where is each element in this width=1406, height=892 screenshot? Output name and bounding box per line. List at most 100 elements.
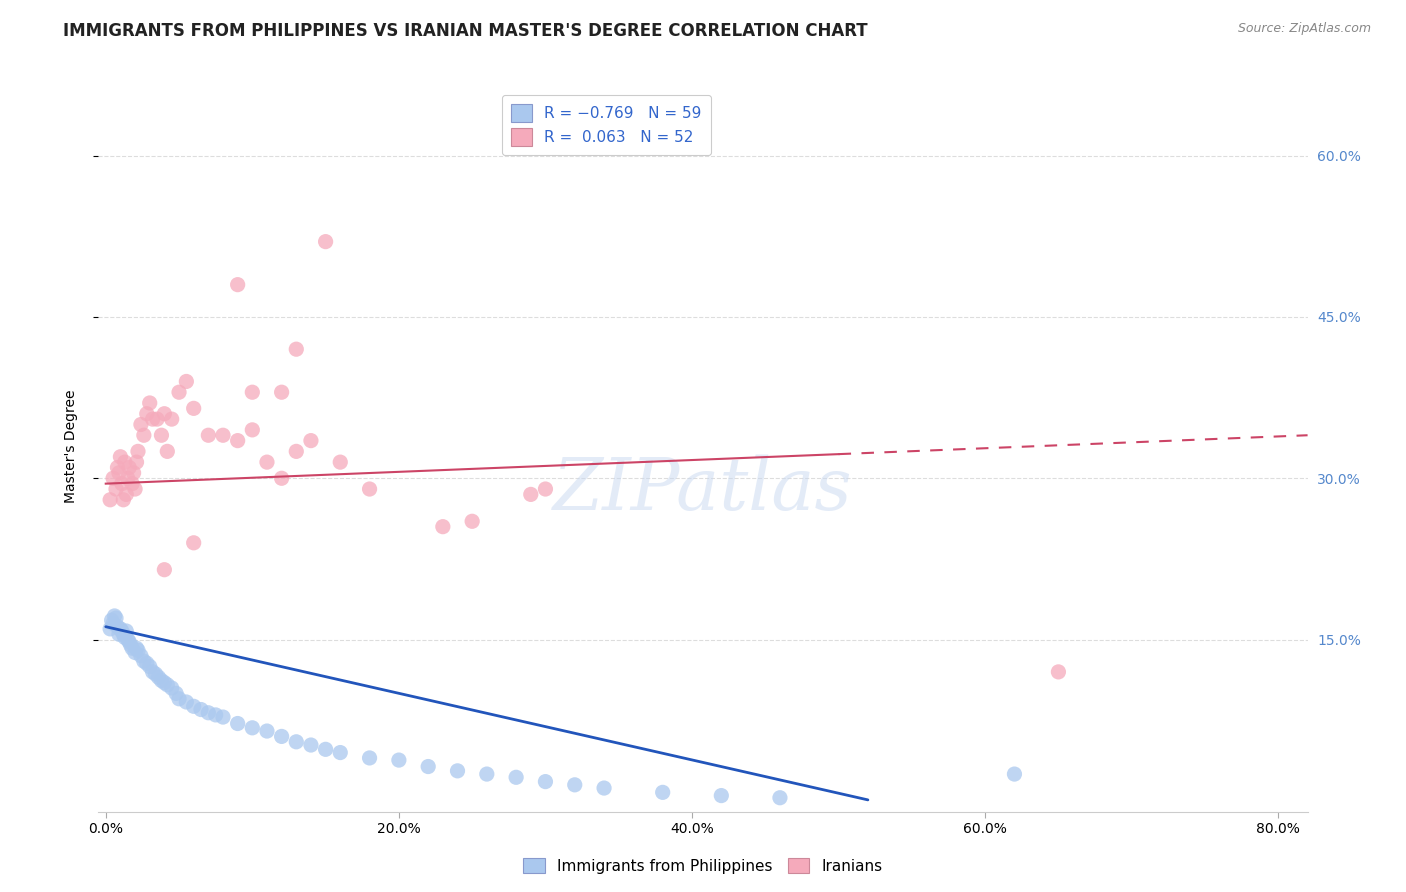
Point (135, 657, 157, 671)
Point (142, 665, 165, 679)
Point (138, 396, 160, 410)
Point (418, 759, 440, 773)
Point (156, 444, 179, 458)
Point (125, 641, 148, 656)
Point (160, 412, 183, 426)
Point (101, 471, 124, 485)
Legend: R = −0.769   N = 59, R =  0.063   N = 52: R = −0.769 N = 59, R = 0.063 N = 52 (502, 95, 711, 155)
Point (145, 667, 167, 681)
Point (176, 375, 198, 389)
Point (112, 492, 135, 507)
Point (115, 487, 138, 501)
Point (329, 746, 352, 760)
Point (150, 673, 173, 688)
Point (593, 780, 616, 795)
Point (315, 235, 337, 249)
Text: IMMIGRANTS FROM PHILIPPINES VS IRANIAN MASTER'S DEGREE CORRELATION CHART: IMMIGRANTS FROM PHILIPPINES VS IRANIAN M… (63, 22, 868, 40)
Point (118, 460, 141, 475)
Point (359, 751, 381, 765)
Point (183, 536, 205, 550)
Point (114, 631, 136, 645)
Point (534, 774, 557, 789)
Point (129, 417, 152, 432)
Point (135, 407, 157, 421)
Point (105, 611, 128, 625)
Point (534, 482, 557, 496)
Point (110, 622, 132, 636)
Point (270, 385, 292, 400)
Point (114, 455, 136, 469)
Text: Source: ZipAtlas.com: Source: ZipAtlas.com (1237, 22, 1371, 36)
Point (108, 466, 131, 480)
Point (129, 648, 152, 663)
Point (138, 659, 160, 673)
Point (150, 428, 173, 442)
Point (148, 670, 170, 684)
Point (475, 767, 498, 781)
Point (651, 785, 673, 799)
Point (124, 482, 146, 496)
Point (105, 482, 128, 496)
Point (118, 634, 141, 648)
Point (256, 724, 278, 739)
Point (112, 627, 135, 641)
Point (153, 407, 176, 421)
Point (107, 460, 129, 475)
Point (299, 738, 322, 752)
Point (121, 476, 143, 491)
Point (299, 434, 322, 448)
Point (103, 609, 125, 624)
Point (100, 613, 122, 627)
Point (226, 716, 249, 731)
Point (359, 482, 381, 496)
Point (432, 519, 454, 533)
Point (167, 385, 190, 400)
Point (212, 710, 235, 724)
Point (1004, 767, 1026, 781)
Point (1047, 665, 1070, 679)
Point (190, 702, 212, 716)
Point (388, 753, 411, 767)
Point (315, 742, 337, 756)
Point (329, 455, 352, 469)
Point (461, 514, 484, 528)
Point (285, 342, 308, 356)
Point (226, 434, 249, 448)
Point (142, 412, 165, 426)
Point (117, 471, 139, 485)
Point (108, 627, 131, 641)
Point (204, 707, 226, 722)
Point (520, 487, 543, 501)
Text: ZIPatlas: ZIPatlas (553, 455, 853, 525)
Point (710, 789, 733, 803)
Point (197, 428, 219, 442)
Point (146, 412, 169, 426)
Point (183, 699, 205, 714)
Point (124, 646, 146, 660)
Point (125, 455, 148, 469)
Point (115, 624, 138, 638)
Point (122, 466, 145, 480)
Point (183, 401, 205, 416)
Point (285, 735, 308, 749)
Point (153, 563, 176, 577)
Point (132, 654, 155, 668)
Point (98, 622, 121, 636)
Point (176, 695, 198, 709)
Point (197, 706, 219, 720)
Point (156, 678, 179, 692)
Point (121, 641, 143, 656)
Point (446, 764, 468, 778)
Point (270, 471, 292, 485)
Point (285, 444, 308, 458)
Point (212, 428, 235, 442)
Point (240, 423, 263, 437)
Point (107, 620, 129, 634)
Legend: Immigrants from Philippines, Iranians: Immigrants from Philippines, Iranians (517, 852, 889, 880)
Point (110, 450, 132, 464)
Point (101, 616, 124, 631)
Point (769, 790, 792, 805)
Point (120, 638, 142, 652)
Point (505, 770, 527, 784)
Point (98, 492, 121, 507)
